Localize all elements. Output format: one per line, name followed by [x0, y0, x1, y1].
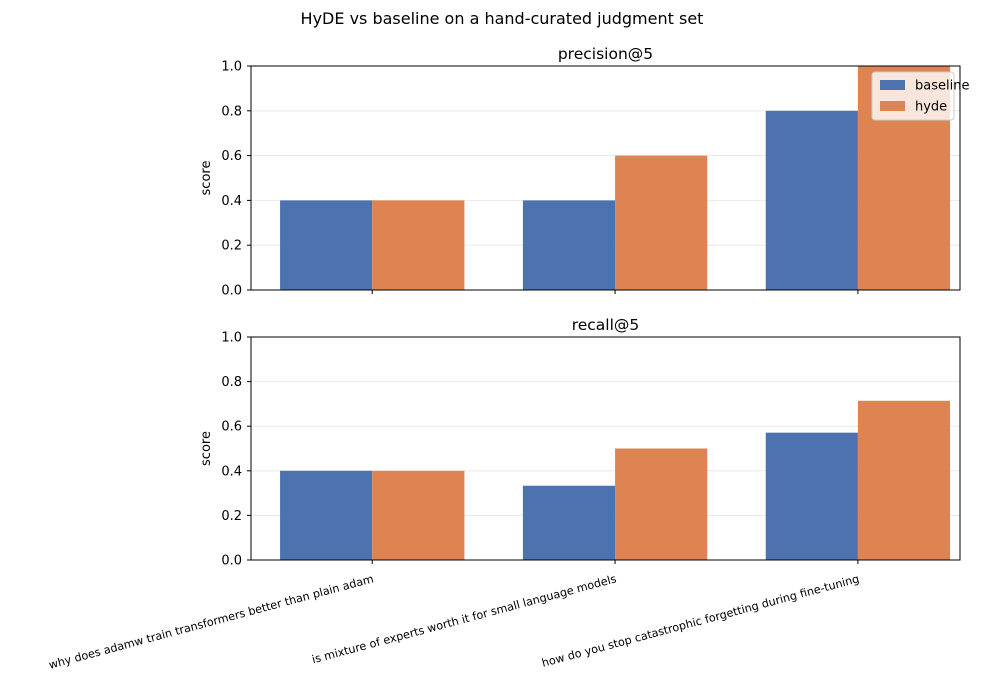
y-tick-label: 1.0	[221, 60, 242, 75]
y-tick-label: 0.2	[221, 239, 242, 254]
y-tick-label: 0.8	[221, 375, 242, 390]
legend-swatch-baseline	[880, 80, 905, 90]
bar-baseline-2	[765, 432, 858, 560]
y-tick-label: 0.6	[221, 149, 242, 164]
bar-hyde-0	[372, 200, 465, 290]
bar-hyde-1	[615, 448, 708, 560]
figure-title: HyDE vs baseline on a hand-curated judgm…	[301, 9, 704, 28]
y-axis-label: score	[199, 431, 214, 466]
y-axis-label: score	[199, 161, 214, 196]
legend: baseline hyde	[871, 71, 969, 121]
precision-panel: 0.0 0.2 0.4 0.6 0.8 1.0 precision@5 score baseli…	[199, 45, 969, 299]
legend-label-baseline: baseline	[915, 79, 969, 94]
bar-baseline-0	[280, 200, 373, 290]
y-tick-label: 0.4	[221, 194, 242, 209]
bar-baseline-0	[280, 470, 373, 560]
y-tick-label: 0.2	[221, 509, 242, 524]
legend-label-hyde: hyde	[915, 100, 947, 115]
bar-hyde-1	[615, 155, 708, 290]
y-tick-label: 0.6	[221, 420, 242, 435]
y-tick-label: 0.8	[221, 104, 242, 119]
axes-frame	[250, 336, 961, 561]
bar-baseline-2	[765, 110, 858, 290]
bar-hyde-2	[857, 400, 951, 560]
y-tick-label: 0.0	[221, 554, 242, 569]
legend-swatch-hyde	[880, 101, 905, 111]
bar-baseline-1	[522, 485, 616, 560]
y-tick-label: 0.0	[221, 284, 242, 299]
panel-title: recall@5	[572, 316, 640, 334]
axes-frame	[250, 65, 961, 291]
panel-title: precision@5	[558, 45, 653, 63]
y-tick-label: 0.4	[221, 464, 242, 479]
y-tick-label: 1.0	[221, 331, 242, 346]
bar-hyde-0	[372, 470, 465, 560]
bar-baseline-1	[522, 200, 616, 290]
